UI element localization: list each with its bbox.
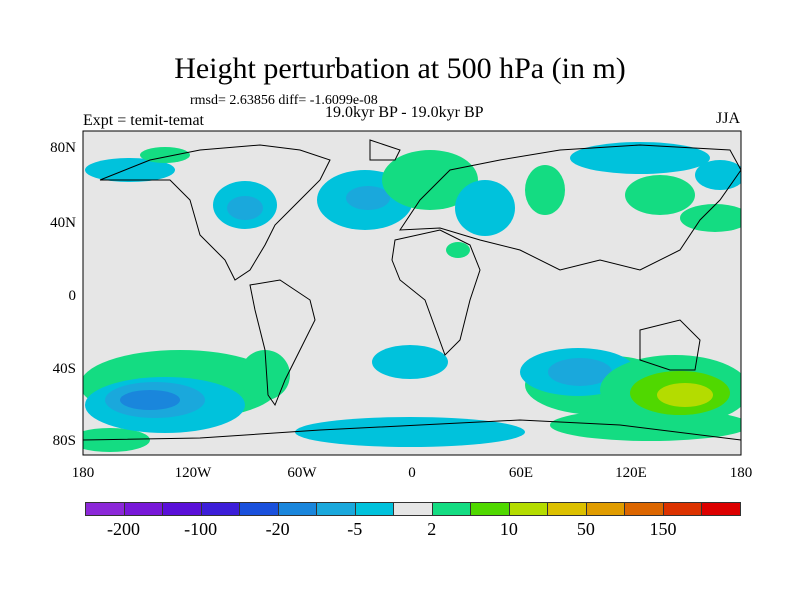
- plot-title: Height perturbation at 500 hPa (in m): [174, 52, 626, 85]
- season-label: JJA: [715, 110, 740, 127]
- lon-label: 120W: [174, 465, 212, 481]
- period-label: 19.0kyr BP - 19.0kyr BP: [325, 104, 484, 121]
- colorbar-box: [162, 502, 202, 516]
- lat-label: 40N: [50, 215, 76, 231]
- lat-label: 40S: [52, 361, 76, 377]
- colorbar-label: 150: [649, 519, 677, 539]
- colorbar-box: [585, 502, 626, 516]
- colorbar-label: 50: [576, 519, 595, 539]
- colorbar-label: -200: [107, 519, 141, 539]
- colorbar-box: [85, 502, 125, 516]
- colorbar-label: -20: [265, 519, 290, 539]
- rmsd-text: rmsd= 2.63856 diff= -1.6099e-08: [190, 93, 378, 108]
- colorbar-box: [701, 502, 741, 516]
- experiment-label: Expt = temit-temat: [83, 112, 204, 129]
- lat-label: 80N: [50, 140, 76, 156]
- map-frame: [82, 130, 742, 456]
- lon-label: 0: [408, 465, 416, 481]
- coastlines: [83, 139, 741, 441]
- colorbar-box: [393, 502, 433, 516]
- colorbar-box: [470, 502, 510, 516]
- colorbar-box: [239, 502, 279, 516]
- colorbar-box: [508, 502, 549, 516]
- colorbar-label: -5: [347, 519, 363, 539]
- lon-label: 120E: [615, 465, 647, 481]
- lat-label: 80S: [52, 433, 76, 449]
- colorbar-box: [662, 502, 703, 516]
- colorbar-box: [431, 502, 472, 516]
- colorbar-box: [547, 502, 587, 516]
- lat-label: 0: [68, 288, 77, 304]
- contour-fills: [83, 142, 741, 452]
- colorbar-box: [123, 502, 164, 516]
- colorbar-box: [277, 502, 318, 516]
- colorbar-box: [354, 502, 395, 516]
- lon-label: 60W: [287, 465, 317, 481]
- lon-label: 60E: [508, 465, 534, 481]
- lon-label: 180: [729, 465, 753, 481]
- colorbar-label: -100: [184, 519, 218, 539]
- colorbar-label: 2: [427, 519, 437, 539]
- lon-label: 180: [71, 465, 95, 481]
- colorbar-label: 10: [499, 519, 518, 539]
- colorbar-box: [200, 502, 241, 516]
- colorbar-box: [316, 502, 356, 516]
- colorbar-box: [624, 502, 664, 516]
